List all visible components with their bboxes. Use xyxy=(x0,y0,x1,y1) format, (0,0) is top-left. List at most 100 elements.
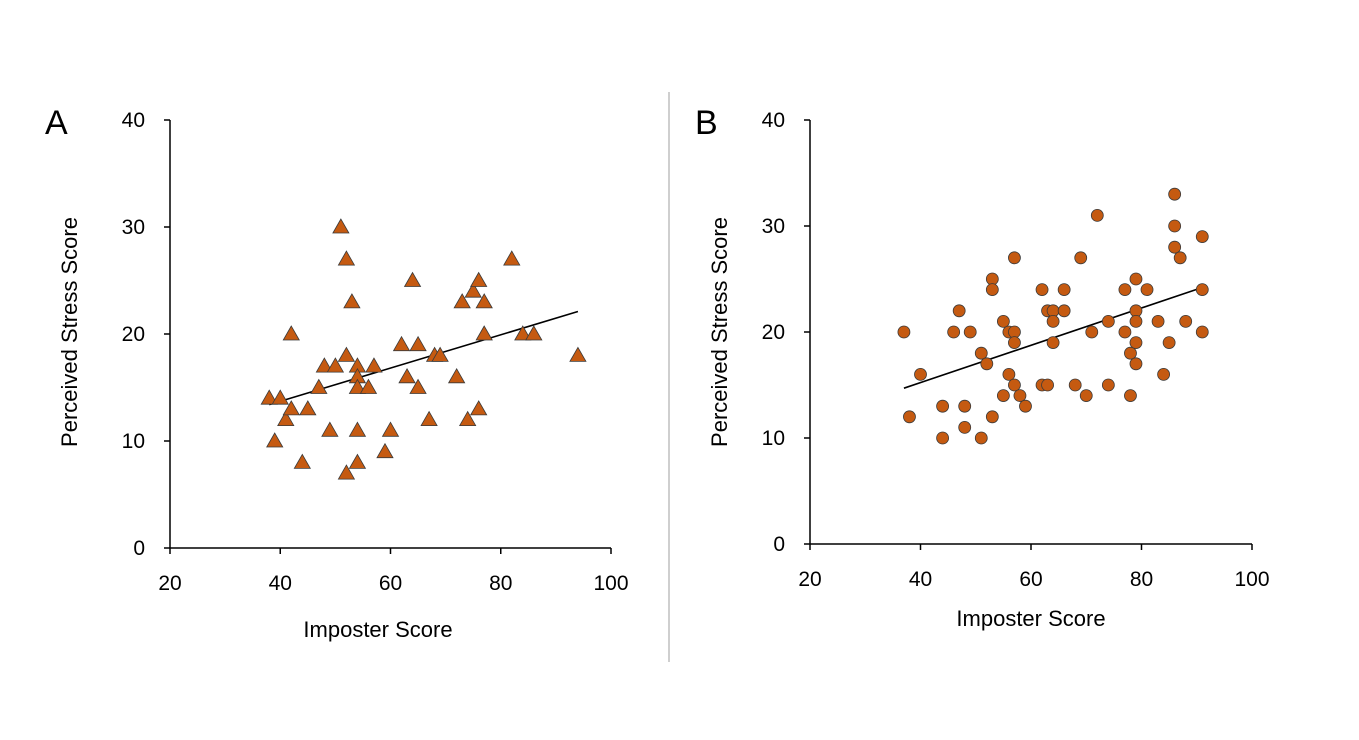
data-point-b xyxy=(1074,251,1088,265)
data-point-a xyxy=(315,357,334,373)
x-tick-label-b: 20 xyxy=(798,568,821,591)
x-tick-label-b: 100 xyxy=(1234,568,1269,591)
data-point-a xyxy=(321,421,339,437)
x-tick-label-a: 60 xyxy=(379,572,402,595)
data-point-b xyxy=(1195,230,1209,244)
x-tick-label-b: 60 xyxy=(1019,568,1042,591)
data-point-a xyxy=(453,293,471,309)
data-point-b xyxy=(1008,378,1021,392)
data-point-a xyxy=(337,250,356,266)
data-point-b xyxy=(1168,240,1182,254)
data-point-a xyxy=(326,357,345,373)
data-point-b xyxy=(985,283,999,297)
y-tick-label-b: 40 xyxy=(762,109,785,132)
data-point-a xyxy=(348,378,367,394)
panel-label-a: A xyxy=(45,104,68,142)
data-point-b xyxy=(1157,367,1170,381)
data-point-a xyxy=(409,378,427,394)
data-point-b xyxy=(1046,314,1060,328)
data-point-a xyxy=(337,464,356,480)
x-axis-title-a: Imposter Score xyxy=(303,617,452,642)
data-point-a xyxy=(359,378,378,394)
data-point-b xyxy=(1195,325,1209,339)
y-tick-label-a: 20 xyxy=(122,323,145,346)
data-point-b xyxy=(1085,325,1099,339)
data-point-a xyxy=(458,410,477,427)
data-point-b xyxy=(1151,314,1165,328)
data-point-a xyxy=(337,346,356,362)
data-point-a xyxy=(514,325,532,341)
data-point-a xyxy=(266,432,284,448)
data-point-a xyxy=(409,335,427,352)
data-point-b xyxy=(947,325,961,339)
data-point-b xyxy=(1008,251,1021,265)
data-point-b xyxy=(1129,272,1143,286)
data-point-b xyxy=(1118,283,1132,297)
plot-area-a: 20 40 60 80 100 0 10 20 30 40 xyxy=(122,109,629,595)
data-point-a xyxy=(348,453,367,469)
plot-area-b: 20 40 60 80 100 0 10 20 30 40 xyxy=(762,109,1270,591)
data-point-b xyxy=(1090,208,1104,222)
data-point-a xyxy=(470,400,488,416)
y-tick-label-a: 30 xyxy=(122,216,145,239)
data-point-a xyxy=(464,282,482,298)
data-point-b xyxy=(1179,314,1193,328)
y-axis-title-b: Perceived Stress Score xyxy=(707,217,732,447)
chart-panel-b: B 20 40 60 80 100 0 10 20 30 40 Imposter Score Pe… xyxy=(695,104,1270,631)
data-point-b xyxy=(1046,336,1060,350)
data-point-b xyxy=(903,410,916,424)
data-point-a xyxy=(348,421,367,437)
chart-panel-a: A 20 40 60 80 100 0 10 20 30 40 Imposter Score Pe… xyxy=(45,104,629,642)
data-point-a xyxy=(282,325,300,341)
data-point-b xyxy=(963,325,977,339)
data-point-b xyxy=(936,431,949,445)
data-point-b xyxy=(1101,314,1115,328)
data-point-a xyxy=(475,325,493,341)
data-point-b xyxy=(974,346,988,360)
x-axis-title-b: Imposter Score xyxy=(956,606,1105,631)
y-tick-label-b: 0 xyxy=(773,533,785,556)
data-point-a xyxy=(381,421,400,437)
data-point-b xyxy=(1124,346,1137,360)
data-point-b xyxy=(1168,219,1182,233)
data-point-b xyxy=(1129,357,1143,371)
axis-ticks-a: 20 40 60 80 100 0 10 20 30 40 xyxy=(122,109,629,595)
points-layer-a xyxy=(260,218,587,480)
data-point-b xyxy=(996,389,1010,403)
panel-label-b: B xyxy=(695,104,718,142)
y-tick-label-a: 40 xyxy=(122,109,145,132)
data-point-a xyxy=(260,389,278,405)
data-point-b xyxy=(1129,336,1143,350)
data-point-b xyxy=(958,420,972,434)
data-point-a xyxy=(569,346,587,362)
data-point-a xyxy=(398,367,416,384)
data-point-a xyxy=(271,389,289,405)
data-point-a xyxy=(447,367,466,384)
data-point-b xyxy=(1124,389,1137,403)
data-point-a xyxy=(525,325,543,341)
x-tick-label-a: 100 xyxy=(593,572,628,595)
y-tick-label-a: 10 xyxy=(122,430,145,453)
data-point-b xyxy=(1041,378,1054,392)
axis-ticks-b: 20 40 60 80 100 0 10 20 30 40 xyxy=(762,109,1270,591)
data-point-b xyxy=(1140,283,1154,297)
x-tick-label-b: 80 xyxy=(1130,568,1153,591)
data-point-a xyxy=(403,271,422,287)
data-point-a xyxy=(365,357,383,373)
y-tick-label-b: 20 xyxy=(762,321,785,344)
data-point-b xyxy=(1173,251,1187,265)
data-point-b xyxy=(1101,378,1115,392)
y-tick-label-a: 0 xyxy=(133,537,145,560)
data-point-a xyxy=(293,453,311,469)
data-point-a xyxy=(376,442,394,459)
data-point-a xyxy=(277,410,295,427)
points-layer-b xyxy=(897,187,1209,445)
data-point-b xyxy=(897,325,911,339)
data-point-b xyxy=(914,367,927,381)
data-point-a xyxy=(282,400,300,416)
data-point-b xyxy=(1002,367,1016,381)
data-point-b xyxy=(985,410,999,424)
data-point-b xyxy=(1013,389,1027,403)
y-axis-title-a: Perceived Stress Score xyxy=(57,217,82,447)
data-point-b xyxy=(1079,389,1093,403)
